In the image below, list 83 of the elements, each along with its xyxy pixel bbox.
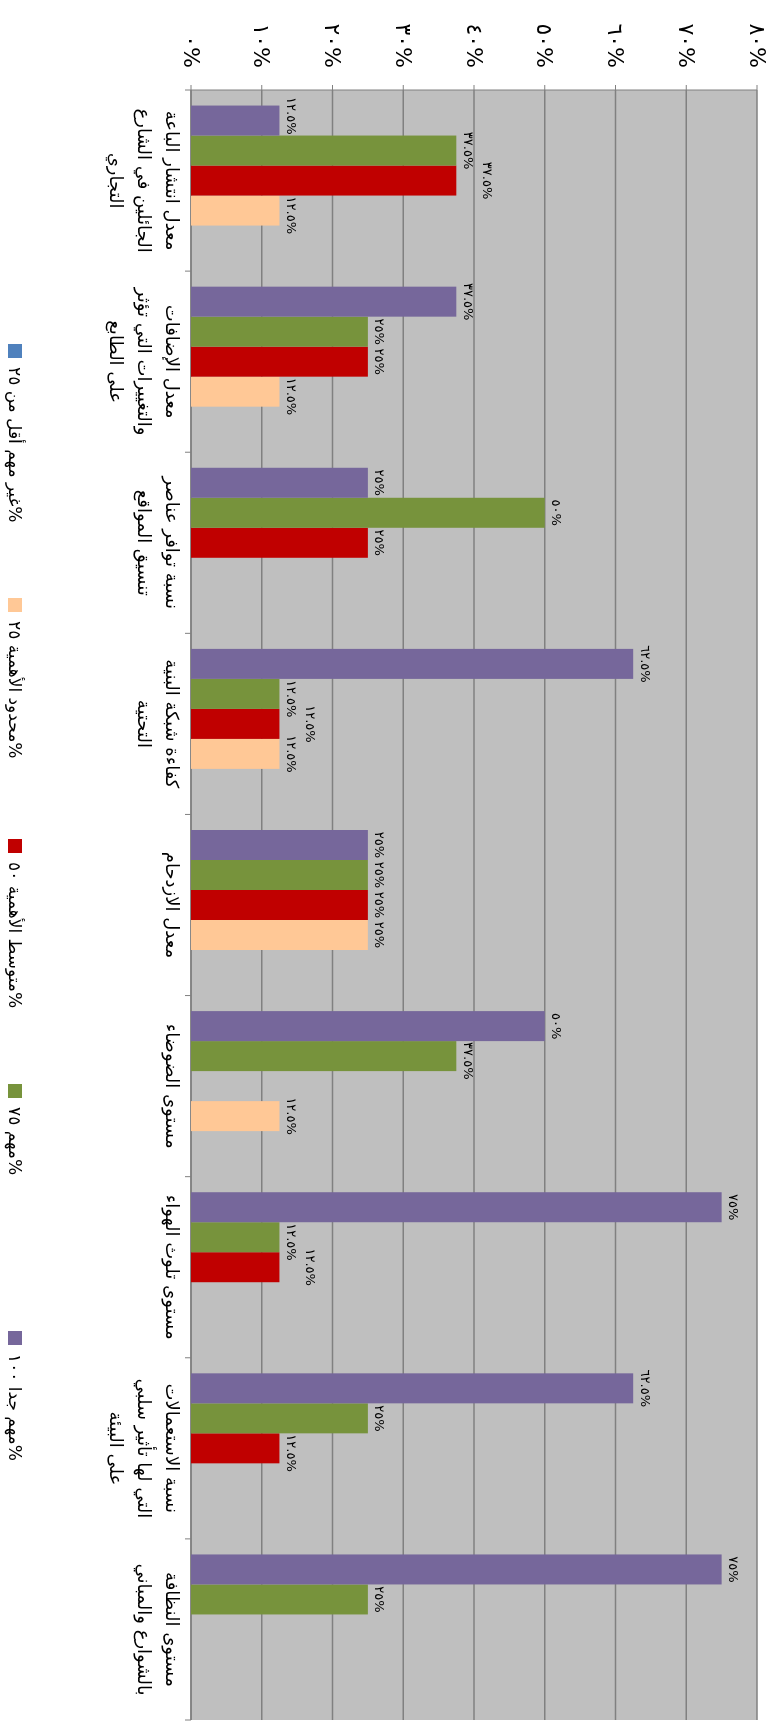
data-label: ٥٠% — [549, 1012, 565, 1040]
data-label: ١٢.٥% — [283, 679, 299, 718]
data-label: ٣٧.٥% — [460, 1042, 476, 1080]
data-label: ١٢.٥% — [302, 1248, 318, 1286]
data-label: ٥٠% — [549, 499, 565, 526]
data-label: ٦٢.٥% — [637, 645, 653, 683]
data-label: ٢٥% — [372, 831, 388, 859]
data-label: ١٢.٥% — [283, 97, 299, 135]
bar — [191, 376, 280, 407]
data-label: ١٢.٥% — [283, 196, 299, 235]
bar — [191, 195, 280, 226]
x-tick-label: ٠% — [178, 35, 204, 68]
bar — [191, 830, 368, 860]
bar — [191, 1554, 722, 1585]
data-label: ١٢.٥% — [283, 735, 299, 773]
data-label: ٢٥% — [372, 861, 388, 889]
x-tick-label: ٣٠% — [390, 23, 416, 68]
data-label: ٣٧.٥% — [479, 161, 495, 200]
y-tick-label: نسبة الاستعمالات التي لها تأثير سلبي على البيئة — [105, 1378, 183, 1519]
legend-label: محدود الأهمية ٢٥% — [5, 621, 25, 759]
y-tick-label: معدل الإضافات والتغييرات التي تؤثر على الطابع — [104, 286, 183, 436]
data-label: ١٢.٥% — [302, 705, 318, 743]
bar — [191, 1011, 545, 1042]
data-label: ٢٥% — [372, 529, 388, 556]
y-tick-label: معدل انتشار الباعة الجائلين في الشارع التجاري — [104, 108, 183, 253]
bar — [191, 286, 457, 317]
bar — [191, 648, 634, 679]
legend-label: غير مهم أقل من ٢٥% — [4, 367, 26, 523]
bar — [191, 346, 368, 377]
bar — [191, 1101, 280, 1132]
data-label: ٣٧.٥% — [460, 282, 476, 321]
data-label: ٢٥% — [372, 469, 388, 496]
x-tick-label: ٢٠% — [320, 23, 345, 68]
data-label: ٢٥% — [372, 348, 388, 375]
data-label: ٢٥% — [372, 921, 388, 949]
y-tick-label: معدل الازدحام — [161, 851, 183, 959]
data-label: ٧٥% — [726, 1556, 742, 1583]
y-tick-label: نسبة توافر عناصر تنسيق المواقع — [132, 475, 183, 609]
data-label: ١٢.٥% — [283, 377, 299, 416]
legend-label: متوسط الأهمية ٥٠% — [5, 862, 25, 1009]
bar — [191, 678, 280, 709]
bar — [191, 1252, 280, 1283]
x-tick-label: ٥٠% — [532, 23, 558, 68]
x-tick-label: ٤٠% — [461, 23, 487, 68]
bar — [191, 316, 368, 347]
x-tick-label: ٧٠% — [673, 23, 699, 68]
y-tick-label: مستوى تلوث الهواء — [160, 1194, 183, 1340]
bar — [191, 105, 280, 136]
x-tick-label: ٨٠% — [744, 23, 770, 68]
bar — [191, 1584, 368, 1615]
x-tick-label: ٦٠% — [603, 23, 628, 68]
bar — [191, 738, 280, 769]
bar — [191, 920, 368, 950]
data-label: ٦٢.٥% — [637, 1369, 653, 1408]
bar — [191, 135, 457, 166]
bar — [191, 890, 368, 920]
bar — [191, 467, 368, 498]
bar — [191, 1433, 280, 1464]
bar — [191, 1373, 634, 1404]
data-label: ١٢.٥% — [283, 1097, 299, 1135]
data-label: ٣٧.٥% — [460, 131, 476, 170]
bar — [191, 1192, 722, 1223]
bar — [191, 527, 368, 558]
y-tick-label: كفاءة شبكة البنية التحتية — [133, 659, 183, 789]
bar — [191, 860, 368, 890]
data-label: ٢٥% — [372, 318, 388, 345]
data-label: ٢٥% — [372, 1405, 388, 1432]
bar — [191, 1222, 280, 1253]
data-label: ٧٥% — [726, 1194, 742, 1221]
bar — [191, 497, 545, 528]
legend-label: مهم جدا ١٠٠% — [4, 1354, 25, 1461]
x-tick-label: ١٠% — [249, 23, 275, 68]
bar — [191, 708, 280, 739]
y-tick-label: مستوى النظافة بالشوارع والمباني — [132, 1563, 183, 1696]
data-label: ١٢.٥% — [283, 1223, 299, 1261]
legend-label: مهم ٧٥% — [4, 1107, 25, 1176]
data-label: ٢٥% — [372, 891, 388, 919]
data-label: ٢٥% — [372, 1586, 388, 1613]
data-label: ١٢.٥% — [283, 1434, 299, 1472]
y-tick-label: مستوى الضوضاء — [160, 1023, 183, 1149]
bar — [191, 165, 457, 196]
bar — [191, 1403, 368, 1434]
bar — [191, 1041, 457, 1072]
